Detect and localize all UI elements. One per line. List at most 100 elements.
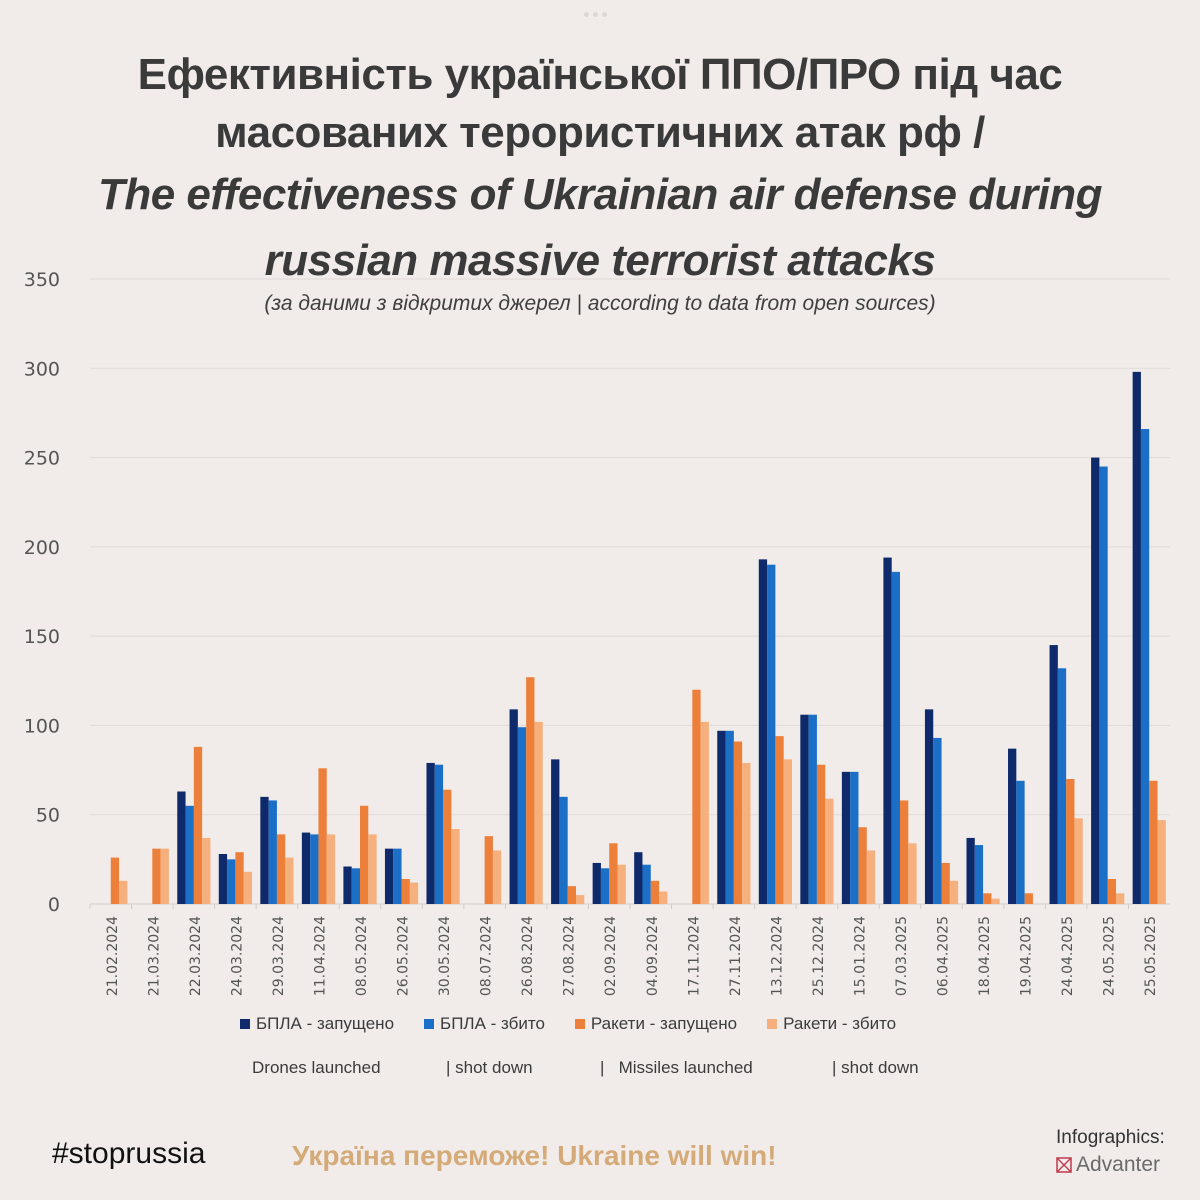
legend-item-missiles-launched: Ракети - запущено xyxy=(574,1014,737,1034)
bar xyxy=(609,843,618,904)
subtitle: (за даними з відкритих джерел | accordin… xyxy=(264,292,936,315)
y-tick-label: 250 xyxy=(24,448,60,470)
bar xyxy=(983,893,992,904)
title-en-line1: The effectiveness of Ukrainian air defen… xyxy=(97,170,1103,219)
bar xyxy=(742,762,751,904)
x-axis-ticks: 21.02.2024 21.03.2024 22.03.2024 24.03.2024… xyxy=(89,904,1159,996)
bar xyxy=(1157,820,1166,904)
x-tick-label: 04.09.2024 xyxy=(645,916,661,996)
bar xyxy=(883,557,892,904)
bar xyxy=(517,727,527,904)
x-tick-label: 07.03.2025 xyxy=(894,916,910,996)
slogan: Україна переможе! Ukraine will win! xyxy=(292,1140,777,1171)
bar xyxy=(409,882,419,904)
bar xyxy=(119,880,128,904)
bar xyxy=(825,798,834,904)
bar xyxy=(426,762,435,904)
legend-en-missiles-shot: | shot down xyxy=(832,1058,919,1077)
bar xyxy=(592,862,601,904)
bar xyxy=(1091,457,1100,904)
x-tick-label: 15.01.2024 xyxy=(852,916,868,996)
legend-item-drones-launched: БПЛА - запущено xyxy=(240,1014,394,1034)
title-en-line2: russian massive terrorist attacks xyxy=(264,236,936,285)
bar xyxy=(393,848,402,904)
x-tick-label: 25.05.2025 xyxy=(1143,916,1159,996)
bar xyxy=(767,564,776,904)
bar xyxy=(492,850,502,904)
legend-swatch xyxy=(240,1019,250,1029)
credit-brand-name: Advanter xyxy=(1076,1153,1161,1176)
x-tick-label: 29.03.2024 xyxy=(271,916,287,996)
bar xyxy=(900,800,909,904)
bar xyxy=(808,714,817,904)
x-tick-label: 17.11.2024 xyxy=(686,916,702,996)
bar xyxy=(218,854,228,904)
bar xyxy=(758,559,768,904)
bar xyxy=(368,834,377,904)
bar xyxy=(559,796,568,904)
bar xyxy=(841,771,851,904)
bar xyxy=(276,834,286,904)
bar xyxy=(866,850,876,904)
legend-label: БПЛА - збито xyxy=(440,1014,545,1033)
bar xyxy=(451,829,460,904)
x-tick-label: 11.04.2024 xyxy=(312,916,328,996)
bar xyxy=(268,800,277,904)
bar xyxy=(351,868,360,904)
bar xyxy=(401,879,410,904)
bar xyxy=(160,848,169,904)
bar xyxy=(1008,748,1017,904)
bar xyxy=(1107,879,1116,904)
bar xyxy=(949,880,959,904)
bar xyxy=(1049,645,1058,904)
bar xyxy=(384,848,394,904)
y-tick-label: 200 xyxy=(24,537,60,559)
x-tick-label: 26.05.2024 xyxy=(396,916,412,996)
bar xyxy=(650,880,660,904)
bar xyxy=(285,857,294,904)
legend-item-drones-shot: БПЛА - збито xyxy=(424,1014,545,1034)
page-handle-dots xyxy=(584,12,607,17)
title-ua-line2: масованих терористичних атак рф / xyxy=(215,108,985,157)
x-tick-label: 27.08.2024 xyxy=(562,916,578,996)
credit-brand: Advanter xyxy=(1056,1153,1160,1177)
gridlines xyxy=(90,278,1170,905)
bar xyxy=(484,836,493,904)
boxed-x-logo-icon xyxy=(1056,1157,1072,1173)
legend-swatch xyxy=(574,1019,585,1029)
credit-label: Infographics: xyxy=(1056,1127,1165,1148)
bar xyxy=(725,730,734,904)
bar xyxy=(974,845,984,904)
bar xyxy=(850,771,859,904)
bar xyxy=(526,677,535,904)
bar xyxy=(924,709,934,904)
x-tick-label: 02.09.2024 xyxy=(603,916,619,996)
x-tick-label: 26.08.2024 xyxy=(520,916,536,996)
bar xyxy=(1132,371,1141,904)
x-tick-label: 24.05.2025 xyxy=(1102,916,1118,996)
bar xyxy=(177,791,186,904)
x-tick-label: 06.04.2025 xyxy=(936,916,952,996)
x-tick-label: 08.05.2024 xyxy=(354,916,370,996)
legend-label: БПЛА - запущено xyxy=(256,1014,395,1033)
bar-chart: 0 50 100 150 200 250 300 350 21.02.2024 21.03.20… xyxy=(24,269,1170,996)
title-ua-line1: Ефективність української ППО/ПРО під час xyxy=(137,50,1063,99)
bar xyxy=(443,789,452,904)
y-tick-label: 100 xyxy=(24,715,60,737)
bar xyxy=(1057,668,1067,904)
y-tick-label: 0 xyxy=(48,894,60,916)
bar xyxy=(243,871,252,904)
legend-en-drones-launched: Drones launched xyxy=(252,1058,381,1077)
bar xyxy=(152,848,161,904)
bar xyxy=(509,709,518,904)
bar xyxy=(360,805,369,904)
bar xyxy=(908,843,917,904)
x-tick-label: 21.02.2024 xyxy=(105,916,121,996)
bar xyxy=(891,571,900,904)
x-tick-label: 22.03.2024 xyxy=(188,916,204,996)
hashtag: #stoprussia xyxy=(52,1137,206,1170)
bar xyxy=(260,796,269,904)
legend-item-missiles-shot: Ракети - збито xyxy=(767,1014,896,1034)
x-tick-label: 08.07.2024 xyxy=(479,916,495,996)
bar xyxy=(1140,429,1150,904)
